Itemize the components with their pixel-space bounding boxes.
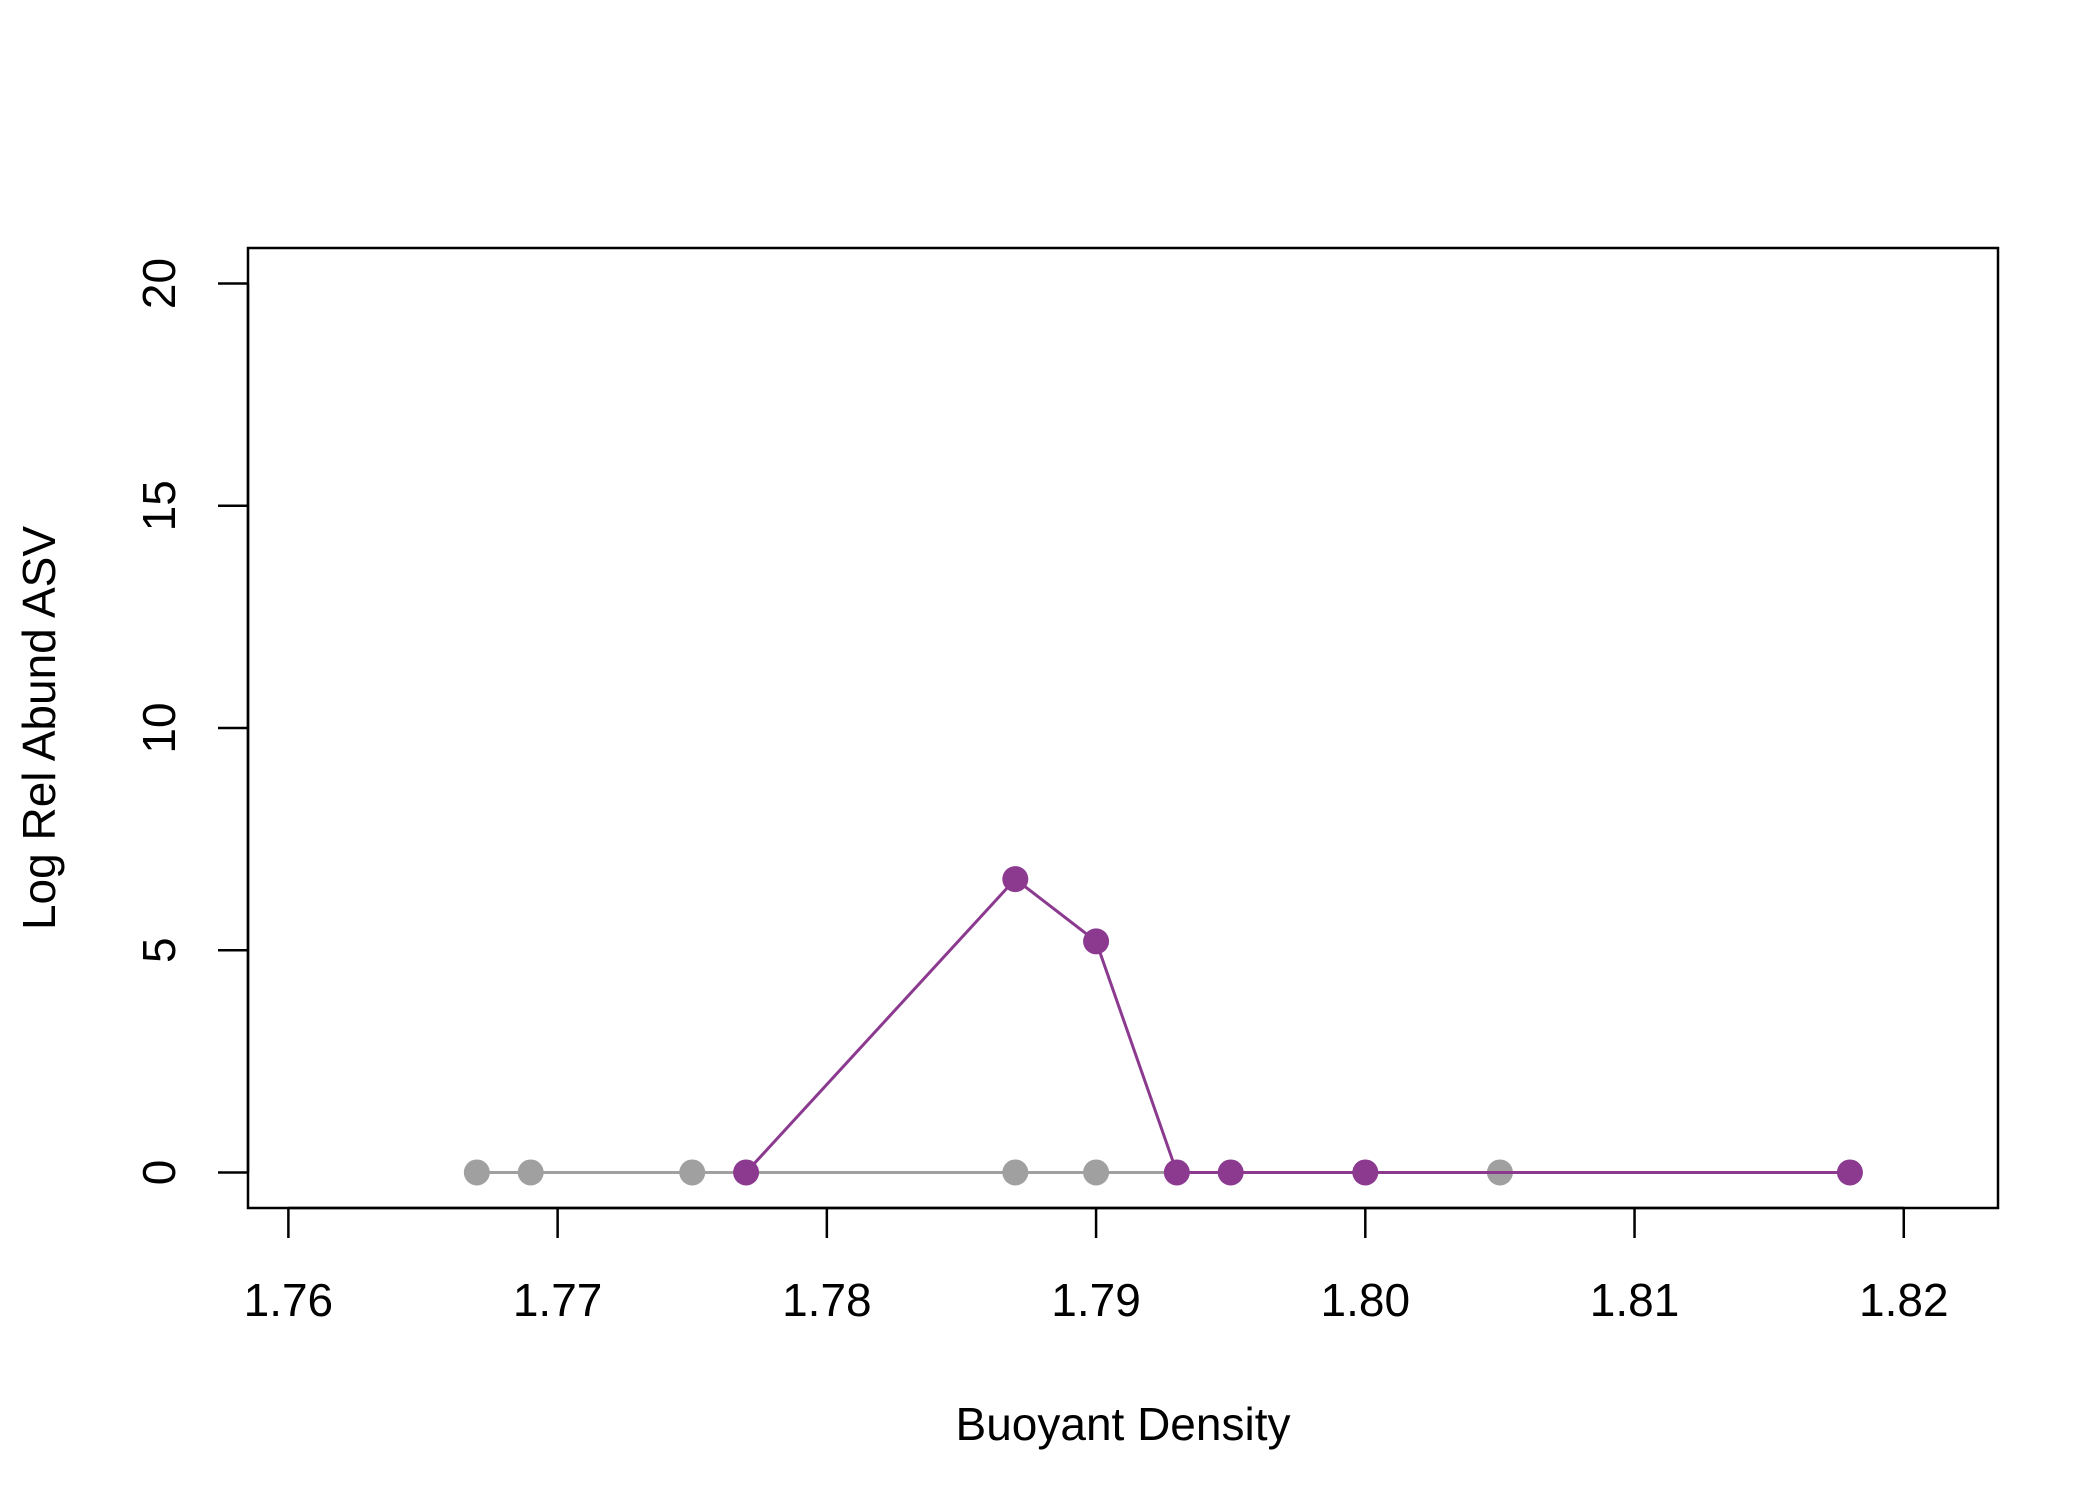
y-tick-label: 0 [133,1160,185,1186]
y-axis-title: Log Rel Abund ASV [13,526,65,930]
series-1-point [679,1159,706,1186]
series-2-point [1163,1159,1190,1186]
series-1-point [517,1159,544,1186]
x-tick-label: 1.76 [244,1274,334,1326]
series-2-point [1002,866,1029,893]
y-tick-label: 20 [133,258,185,309]
series-1-point [463,1159,490,1186]
x-tick-label: 1.78 [782,1274,872,1326]
x-axis-title: Buoyant Density [956,1398,1291,1450]
x-tick-label: 1.81 [1590,1274,1680,1326]
y-axis: 0 5 10 15 20 [133,258,250,1186]
plot-frame [246,246,2000,1210]
x-tick-label: 1.82 [1859,1274,1949,1326]
x-tick-label: 1.80 [1321,1274,1411,1326]
series-2-point [1352,1159,1379,1186]
series-2-line [744,877,1850,1174]
series-layer [463,866,1863,1186]
x-tick-label: 1.77 [513,1274,603,1326]
series-2-point [1083,928,1110,955]
y-tick-label: 10 [133,702,185,753]
y-tick-label: 15 [133,480,185,531]
series-1-point [1083,1159,1110,1186]
series-1-point [1002,1159,1029,1186]
x-tick-label: 1.79 [1051,1274,1141,1326]
y-tick-label: 5 [133,937,185,963]
x-axis: 1.76 1.77 1.78 1.79 1.80 1.81 1.82 [244,1206,1949,1326]
series-2-point [1836,1159,1863,1186]
series-2-point [733,1159,760,1186]
series-2-point [1217,1159,1244,1186]
